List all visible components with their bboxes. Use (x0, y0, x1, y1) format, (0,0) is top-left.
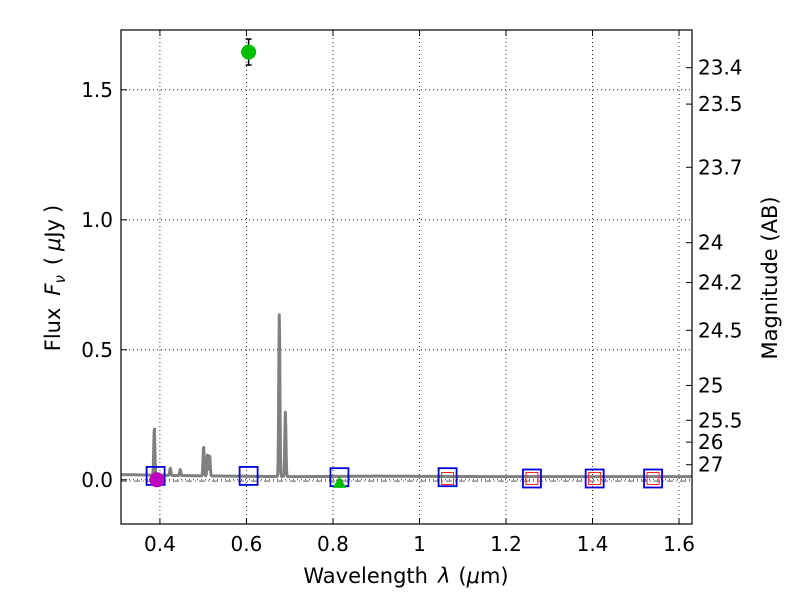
upper-limit-square (646, 472, 660, 485)
y-axis-label: Flux Fν ( μJy) (41, 205, 69, 352)
x-axis-label-unit: m) (480, 564, 509, 588)
mag-tick-label: 26 (698, 430, 723, 454)
observed-point (149, 472, 165, 488)
x-tick-label: 0.8 (317, 532, 349, 556)
y-tick-label: 0.5 (81, 338, 113, 362)
y-axis-label-symbol: F (41, 283, 65, 296)
x-tick-label: 1.2 (490, 532, 522, 556)
x-axis-label-symbol: λ (437, 564, 450, 588)
upper-limit-square (525, 472, 539, 485)
mag-tick-label: 23.5 (698, 92, 743, 116)
x-axis-label-paren: ( (458, 564, 466, 588)
y-axis-label-word: Flux (41, 308, 65, 352)
model-band-square (584, 468, 605, 489)
mag-tick-label: 25 (698, 373, 723, 397)
x-tick-label: 1.6 (663, 532, 695, 556)
y-tick-label: 1.5 (81, 78, 113, 102)
model-band-square (437, 467, 458, 488)
x-axis-label-mu: μ (466, 564, 480, 588)
plot-frame (120, 29, 693, 525)
model-band-square (643, 468, 663, 489)
y-axis-label-mu: μ (41, 238, 65, 252)
model-band-square (238, 465, 259, 486)
y-tick-label: 0.0 (81, 468, 113, 492)
mag-tick-label: 24 (698, 231, 723, 255)
data-points (145, 38, 663, 489)
y-axis-label-close-paren: ) (41, 205, 65, 213)
x-tick-label: 0.6 (231, 532, 263, 556)
mag-tick-label: 23.4 (698, 56, 743, 80)
grid (121, 30, 692, 524)
x-tick-label: 0.4 (144, 532, 176, 556)
observed-point (332, 476, 347, 488)
x-tick-label: 1 (413, 532, 426, 556)
axis-ticks: 0.4 0.6 0.8 1 1.2 1.4 1.6 0.0 0.5 1.0 1.5 23.4 23.5 2… (81, 30, 743, 556)
model-band-square (522, 468, 542, 489)
mag-tick-label: 23.7 (698, 155, 743, 179)
x-axis-label: Wavelength λ (μm) (303, 564, 508, 588)
y2-axis-label: Magnitude (AB) (758, 196, 782, 359)
model-spectrum-line (119, 313, 694, 479)
y-tick-label: 1.0 (81, 208, 113, 232)
observed-point (241, 44, 257, 60)
mag-tick-label: 25.5 (698, 408, 743, 432)
y-axis-label-open-paren: ( (41, 257, 65, 265)
mag-tick-label: 24.5 (698, 318, 743, 342)
y-axis-label-unit: Jy (41, 219, 65, 240)
upper-limit-square (588, 472, 602, 485)
mag-tick-label: 27 (698, 453, 723, 477)
mag-tick-label: 24.2 (698, 270, 743, 294)
x-tick-label: 1.4 (577, 532, 609, 556)
y-axis-label-subscript: ν (51, 275, 69, 283)
upper-limit-square (441, 472, 455, 485)
model-spectrum (119, 313, 694, 482)
x-axis-label-word: Wavelength (303, 564, 428, 588)
